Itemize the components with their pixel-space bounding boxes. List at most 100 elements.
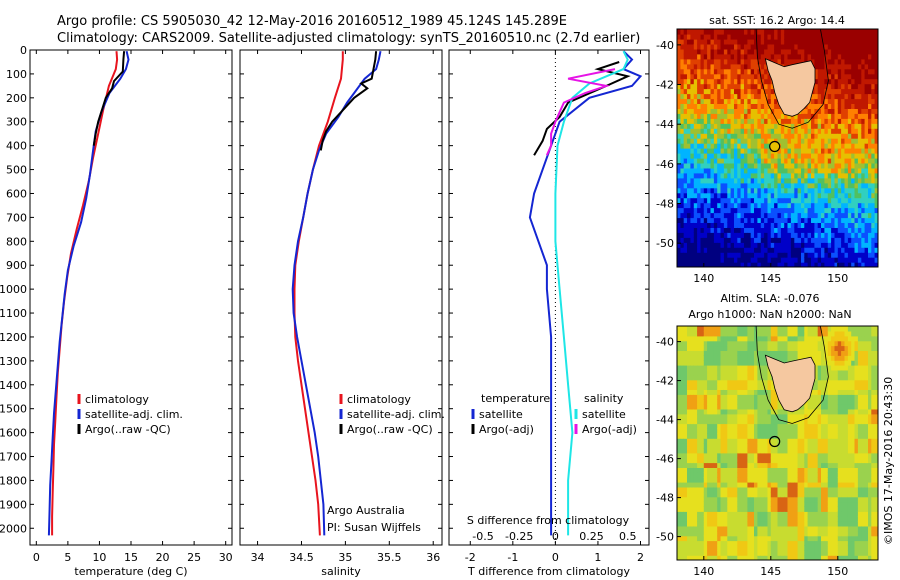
map-cell bbox=[827, 252, 832, 258]
map-cell bbox=[700, 153, 705, 159]
map-cell bbox=[737, 491, 742, 498]
map-cell bbox=[770, 197, 775, 204]
map-cell bbox=[827, 153, 832, 159]
map-cell bbox=[817, 133, 822, 139]
x-tick-label: 140 bbox=[693, 272, 714, 285]
map-cell bbox=[831, 202, 836, 209]
map-cell bbox=[713, 237, 718, 243]
map-cell bbox=[754, 103, 758, 109]
map-cell bbox=[734, 162, 738, 169]
map-cell bbox=[754, 162, 758, 169]
map-cell bbox=[723, 38, 728, 45]
map-cell bbox=[677, 207, 681, 214]
series-line-argo bbox=[319, 51, 378, 151]
map-cell bbox=[677, 73, 681, 80]
map-cell bbox=[710, 501, 715, 507]
map-cell bbox=[707, 143, 712, 149]
map-cell bbox=[700, 133, 705, 139]
map-cell bbox=[811, 148, 815, 154]
map-cell bbox=[677, 491, 681, 498]
map-cell bbox=[700, 98, 705, 104]
map-cell bbox=[804, 148, 809, 154]
map-cell bbox=[707, 162, 712, 169]
map-cell bbox=[713, 447, 718, 454]
map-cell bbox=[734, 540, 738, 546]
map-cell bbox=[697, 555, 702, 560]
map-cell bbox=[687, 389, 691, 395]
x-tick-label: 145 bbox=[760, 272, 781, 285]
map-cell bbox=[787, 38, 792, 45]
map-cell bbox=[844, 93, 849, 100]
map-cell bbox=[730, 247, 735, 253]
map-cell bbox=[817, 252, 822, 258]
map-cell bbox=[754, 452, 758, 459]
map-cell bbox=[787, 525, 792, 532]
map-cell bbox=[817, 177, 822, 184]
map-cell bbox=[717, 34, 722, 40]
map-cell bbox=[737, 379, 742, 386]
map-cell bbox=[757, 399, 762, 405]
map-cell bbox=[710, 550, 715, 556]
map-cell bbox=[760, 242, 765, 248]
map-cell bbox=[740, 394, 745, 400]
map-cell bbox=[730, 555, 735, 560]
map-cell bbox=[827, 118, 832, 124]
map-cell bbox=[764, 108, 769, 114]
map-cell bbox=[730, 428, 735, 434]
map-cell bbox=[787, 242, 792, 248]
map-cell bbox=[683, 242, 688, 248]
map-cell bbox=[750, 447, 755, 454]
map-cell bbox=[841, 217, 846, 223]
map-cell bbox=[764, 88, 769, 95]
map-cell bbox=[687, 153, 691, 159]
map-cell bbox=[770, 404, 775, 410]
map-cell bbox=[854, 227, 859, 233]
map-cell bbox=[770, 128, 775, 134]
map-cell bbox=[683, 187, 688, 194]
map-cell bbox=[680, 48, 685, 55]
map-cell bbox=[740, 340, 745, 347]
map-cell bbox=[707, 217, 712, 223]
map-cell bbox=[764, 447, 769, 454]
map-cell bbox=[697, 34, 702, 40]
map-cell bbox=[754, 78, 758, 85]
map-cell bbox=[780, 516, 785, 522]
map-cell bbox=[837, 227, 842, 233]
map-cell bbox=[777, 172, 782, 179]
map-cell bbox=[710, 438, 715, 444]
map-cell bbox=[814, 257, 819, 263]
map-cell bbox=[680, 418, 685, 425]
legend-label: climatology bbox=[347, 393, 411, 406]
map-cell bbox=[824, 207, 829, 214]
map-cell bbox=[824, 48, 829, 55]
map-cell bbox=[710, 389, 715, 395]
map-cell bbox=[767, 384, 772, 390]
map-cell bbox=[777, 467, 782, 473]
map-cell bbox=[720, 68, 725, 75]
map-cell bbox=[757, 78, 762, 85]
map-cell bbox=[690, 212, 695, 219]
map-cell bbox=[827, 53, 832, 60]
map-cell bbox=[844, 162, 849, 169]
map-cell bbox=[700, 148, 705, 154]
map-cell bbox=[767, 113, 772, 119]
map-cell bbox=[707, 202, 712, 209]
map-cell bbox=[760, 78, 765, 85]
map-cell bbox=[737, 545, 742, 551]
map-cell bbox=[801, 182, 805, 189]
map-cell bbox=[740, 148, 745, 154]
map-cell bbox=[770, 93, 775, 100]
map-cell bbox=[690, 197, 695, 204]
map-cell bbox=[677, 157, 681, 164]
map-cell bbox=[683, 472, 688, 478]
map-cell bbox=[777, 330, 782, 337]
map-cell bbox=[764, 369, 769, 376]
map-cell bbox=[874, 157, 878, 164]
map-cell bbox=[868, 53, 872, 60]
map-cell bbox=[834, 172, 839, 179]
map-cell bbox=[780, 496, 785, 503]
map-cell bbox=[740, 113, 745, 119]
map-cell bbox=[710, 467, 715, 473]
map-cell bbox=[687, 452, 691, 459]
map-cell bbox=[794, 413, 799, 420]
